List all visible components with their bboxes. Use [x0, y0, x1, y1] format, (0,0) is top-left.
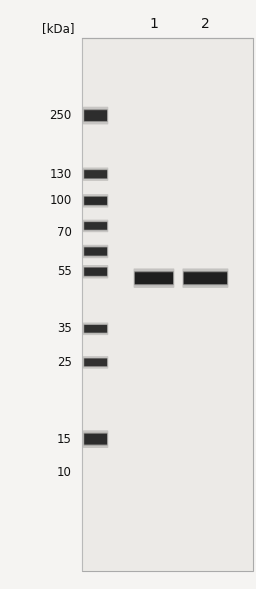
Text: 55: 55	[57, 265, 72, 278]
FancyBboxPatch shape	[183, 271, 228, 285]
FancyBboxPatch shape	[84, 110, 107, 121]
Text: 100: 100	[49, 194, 72, 207]
FancyBboxPatch shape	[84, 434, 107, 445]
FancyBboxPatch shape	[83, 220, 108, 232]
FancyBboxPatch shape	[83, 356, 108, 369]
FancyBboxPatch shape	[84, 267, 108, 276]
Text: 2: 2	[201, 17, 210, 31]
FancyBboxPatch shape	[184, 272, 227, 284]
Text: 70: 70	[57, 226, 72, 239]
FancyBboxPatch shape	[183, 269, 228, 288]
FancyBboxPatch shape	[83, 167, 108, 181]
FancyBboxPatch shape	[84, 170, 107, 178]
FancyBboxPatch shape	[84, 247, 108, 256]
FancyBboxPatch shape	[84, 247, 107, 256]
FancyBboxPatch shape	[84, 170, 108, 179]
FancyBboxPatch shape	[83, 323, 108, 335]
FancyBboxPatch shape	[84, 359, 107, 366]
FancyBboxPatch shape	[134, 269, 174, 288]
Text: 35: 35	[57, 322, 72, 335]
Text: 15: 15	[57, 433, 72, 446]
FancyBboxPatch shape	[83, 107, 108, 124]
FancyBboxPatch shape	[84, 325, 107, 333]
FancyBboxPatch shape	[84, 358, 108, 367]
FancyBboxPatch shape	[84, 221, 108, 230]
FancyBboxPatch shape	[84, 109, 108, 122]
FancyBboxPatch shape	[83, 431, 108, 448]
FancyBboxPatch shape	[84, 196, 108, 206]
Text: 10: 10	[57, 466, 72, 479]
Bar	[82, 38, 253, 571]
FancyBboxPatch shape	[83, 265, 108, 279]
FancyBboxPatch shape	[135, 272, 173, 284]
Text: [kDa]: [kDa]	[42, 22, 74, 35]
Bar	[82, 38, 253, 571]
FancyBboxPatch shape	[84, 222, 107, 230]
Text: 250: 250	[49, 109, 72, 122]
FancyBboxPatch shape	[84, 268, 107, 276]
FancyBboxPatch shape	[84, 197, 107, 205]
Text: 25: 25	[57, 356, 72, 369]
Text: 1: 1	[150, 17, 158, 31]
FancyBboxPatch shape	[84, 433, 108, 445]
FancyBboxPatch shape	[134, 271, 174, 285]
Text: 130: 130	[49, 168, 72, 181]
FancyBboxPatch shape	[83, 245, 108, 258]
FancyBboxPatch shape	[84, 325, 108, 333]
FancyBboxPatch shape	[83, 194, 108, 207]
